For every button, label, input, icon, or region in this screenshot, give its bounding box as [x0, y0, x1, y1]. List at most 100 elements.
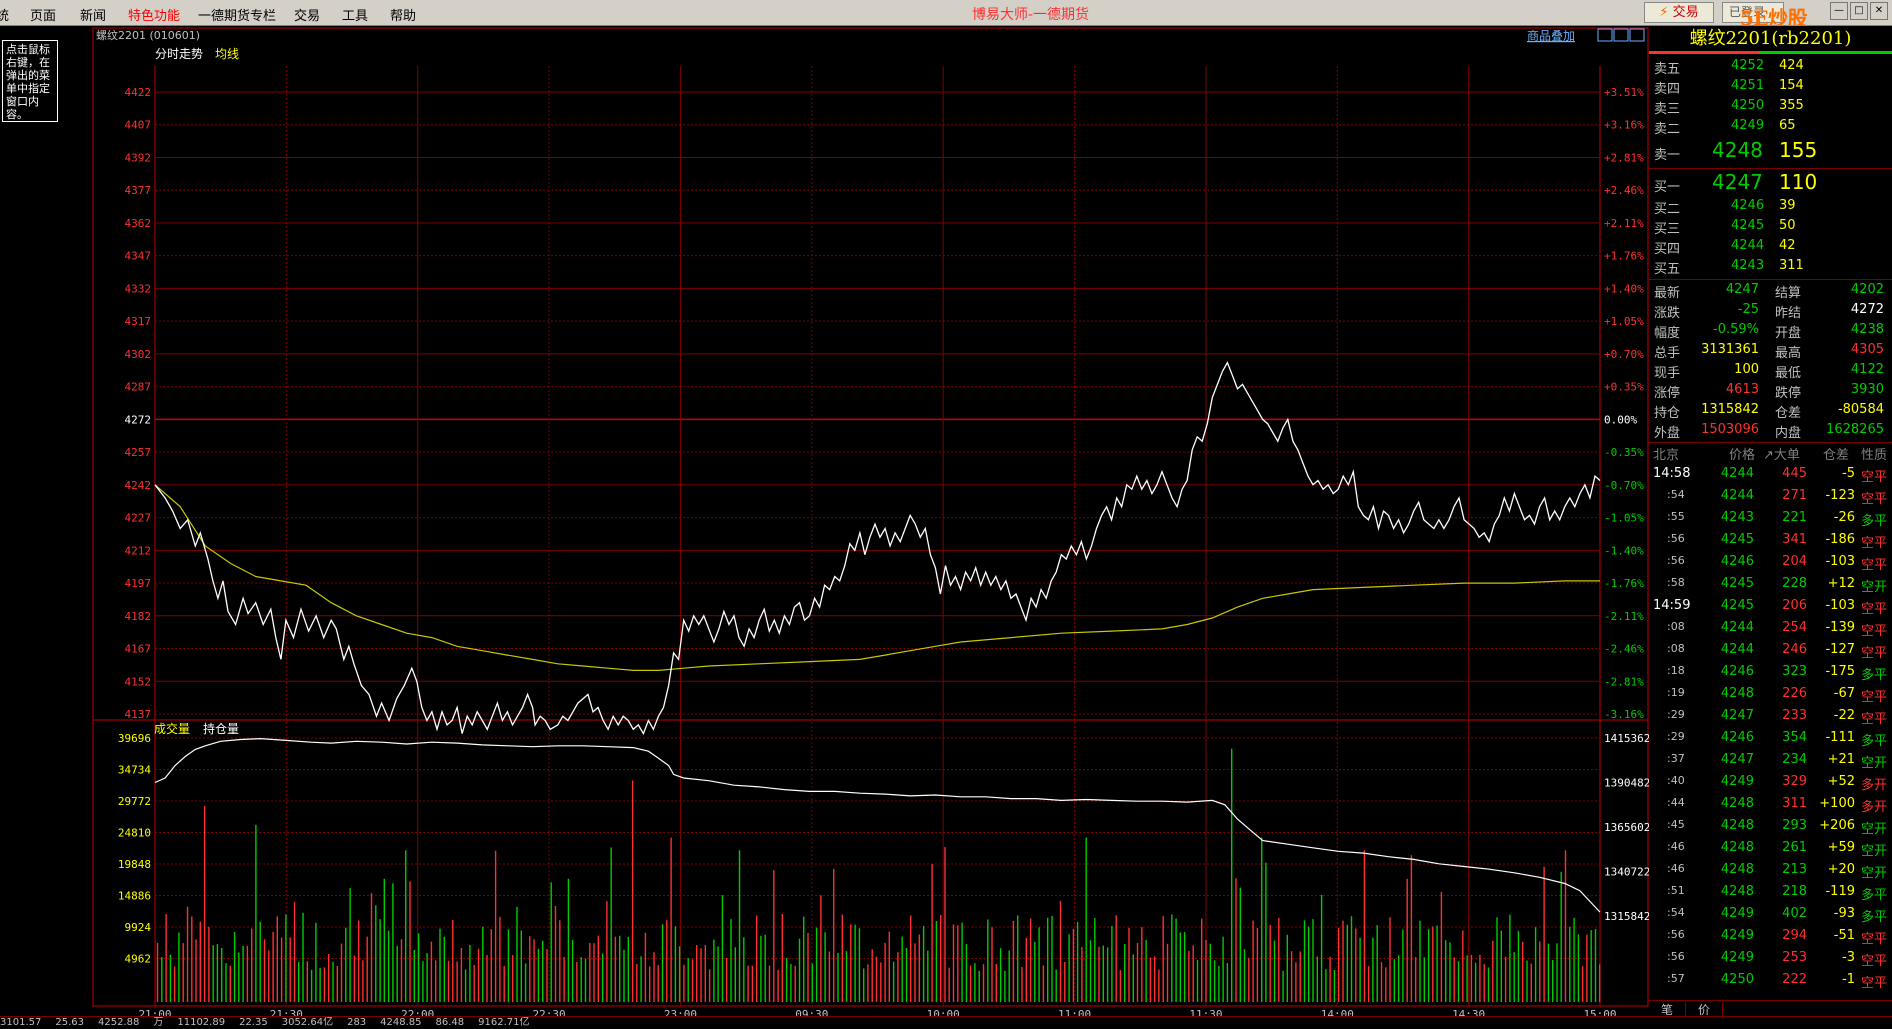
menu-page[interactable]: 页面: [30, 9, 57, 24]
percent-tick-label: -1.05%: [1604, 512, 1644, 525]
title-underline-down: [1759, 51, 1892, 54]
ask-volume: 154: [1779, 78, 1804, 93]
menu-system[interactable]: 统: [0, 9, 10, 24]
tab-ticks[interactable]: 笔: [1649, 1002, 1686, 1018]
tick-volume: 246: [1782, 642, 1807, 657]
tick-oi-change: -123: [1825, 488, 1855, 503]
zoom-out-icon[interactable]: [1597, 28, 1613, 42]
tick-row: :54 4249 402 -93 多平: [1649, 906, 1892, 928]
status-bar: 3101.57 25.63 4252.88 万 11102.89 22.35 3052.64…: [0, 1016, 1892, 1029]
trade-button[interactable]: ⚡ 交易: [1644, 2, 1714, 23]
bid1-row: 买一 4247 110: [1649, 170, 1892, 195]
tick-row: 14:58 4244 445 -5 空平: [1649, 466, 1892, 488]
tick-price: 4249: [1720, 774, 1754, 789]
tab-intraday[interactable]: 分时走势: [155, 47, 203, 61]
status-value: 万: [153, 1017, 164, 1028]
maximize-icon[interactable]: □: [1850, 2, 1868, 20]
status-value: 86.48: [435, 1017, 465, 1028]
tick-volume: 228: [1782, 576, 1807, 591]
tick-volume: 445: [1782, 466, 1807, 481]
tick-time: :46: [1667, 862, 1685, 875]
tab-price[interactable]: 价: [1686, 1002, 1723, 1018]
tick-oi-change: +100: [1819, 796, 1855, 811]
legend-open-interest: 持仓量: [203, 721, 239, 736]
tick-row: :56 4246 204 -103 空平: [1649, 554, 1892, 576]
price-tick-label: 4287: [125, 381, 152, 394]
tick-row: :45 4248 293 +206 空开: [1649, 818, 1892, 840]
status-value: 4252.88: [98, 1017, 140, 1028]
ticks-separator: [1649, 442, 1892, 443]
tick-oi-change: -3: [1842, 950, 1855, 965]
bid-price: 4246: [1731, 198, 1765, 213]
tick-time: :37: [1667, 752, 1685, 765]
oi-tick-label: 1390482: [1604, 777, 1649, 790]
contract-title: 螺纹2201(rb2201): [1689, 28, 1852, 49]
tick-row: :51 4248 218 -119 多平: [1649, 884, 1892, 906]
menu-special-features[interactable]: 特色功能: [128, 9, 181, 24]
time-tick-label: 11:00: [1058, 1008, 1091, 1018]
ask-price: 4251: [1731, 78, 1765, 93]
tick-oi-change: -175: [1825, 664, 1855, 679]
tick-time: :18: [1667, 664, 1685, 677]
tick-time: :08: [1667, 620, 1685, 633]
volume-tick-label: 19848: [118, 858, 151, 871]
percent-tick-label: -2.81%: [1604, 675, 1644, 688]
price-tick-label: 4242: [125, 479, 152, 492]
tick-time: :54: [1667, 488, 1685, 501]
tick-price: 4244: [1720, 620, 1754, 635]
intraday-chart[interactable]: 螺纹2201 (010601) 分时走势 均线 商品叠加 成交量 持仓量 442…: [0, 26, 1649, 1018]
tick-price: 4248: [1720, 796, 1754, 811]
tick-nature: 多平: [1861, 514, 1888, 529]
menu-yide-column[interactable]: 一德期货专栏: [198, 9, 277, 24]
tick-nature: 多平: [1861, 734, 1888, 749]
tick-price: 4245: [1720, 532, 1754, 547]
tick-nature: 空开: [1861, 580, 1888, 595]
login-status-button[interactable]: 已登录: [1722, 2, 1784, 23]
ask-row: 卖四 4251 154: [1649, 78, 1892, 98]
menu-help[interactable]: 帮助: [390, 9, 417, 24]
tick-oi-change: -127: [1825, 642, 1855, 657]
tick-row: 14:59 4245 206 -103 空平: [1649, 598, 1892, 620]
tick-oi-change: -186: [1825, 532, 1855, 547]
tick-header-nature: 性质: [1861, 448, 1888, 463]
tick-row: :58 4245 228 +12 空开: [1649, 576, 1892, 598]
tick-header-oi-change: 仓差: [1823, 448, 1850, 463]
tick-row: :56 4245 341 -186 空平: [1649, 532, 1892, 554]
tick-price: 4243: [1720, 510, 1754, 525]
tab-average-line[interactable]: 均线: [215, 47, 239, 61]
tick-row: :54 4244 271 -123 空平: [1649, 488, 1892, 510]
menu-trade[interactable]: 交易: [294, 9, 321, 24]
close-icon[interactable]: ✕: [1870, 2, 1888, 20]
volume-frame: [92, 719, 1649, 1007]
bid-volume: 39: [1779, 198, 1796, 213]
tick-oi-change: -22: [1833, 708, 1855, 723]
ask-row: 卖三 4250 355: [1649, 98, 1892, 118]
percent-tick-label: +1.40%: [1604, 282, 1644, 295]
stat-label: 昨结: [1775, 306, 1802, 321]
title-underline-up: [1649, 51, 1759, 54]
stat-value: 4305: [1850, 342, 1884, 357]
tick-nature: 空平: [1861, 558, 1888, 573]
ask-price: 4252: [1731, 58, 1765, 73]
bid-row: 买四 4244 42: [1649, 238, 1892, 258]
tick-price: 4250: [1720, 972, 1754, 987]
restore-icon[interactable]: [1629, 28, 1645, 42]
percent-axis: +3.51% +3.16% +2.81% +2.46% +2.11% +1.76% +1.4…: [1604, 86, 1644, 721]
menu-news[interactable]: 新闻: [80, 9, 107, 24]
stat-row: 外盘 1503096 内盘 1628265: [1649, 422, 1892, 442]
tick-nature: 空平: [1861, 690, 1888, 705]
bid-price: 4243: [1731, 258, 1765, 273]
percent-tick-label: -3.16%: [1604, 708, 1644, 721]
stat-value: 4272: [1850, 302, 1884, 317]
stat-value: 100: [1734, 362, 1759, 377]
zoom-in-icon[interactable]: [1613, 28, 1629, 42]
overlay-commodity-link[interactable]: 商品叠加: [1527, 28, 1575, 43]
tick-row: :40 4249 329 +52 多开: [1649, 774, 1892, 796]
tick-price: 4245: [1720, 576, 1754, 591]
ask1-row: 卖一 4248 155: [1649, 138, 1892, 163]
minimize-icon[interactable]: —: [1830, 2, 1848, 20]
tick-nature: 空平: [1861, 470, 1888, 485]
percent-tick-label: +0.35%: [1604, 381, 1644, 394]
menu-tools[interactable]: 工具: [342, 9, 369, 24]
tick-time: :58: [1667, 576, 1685, 589]
